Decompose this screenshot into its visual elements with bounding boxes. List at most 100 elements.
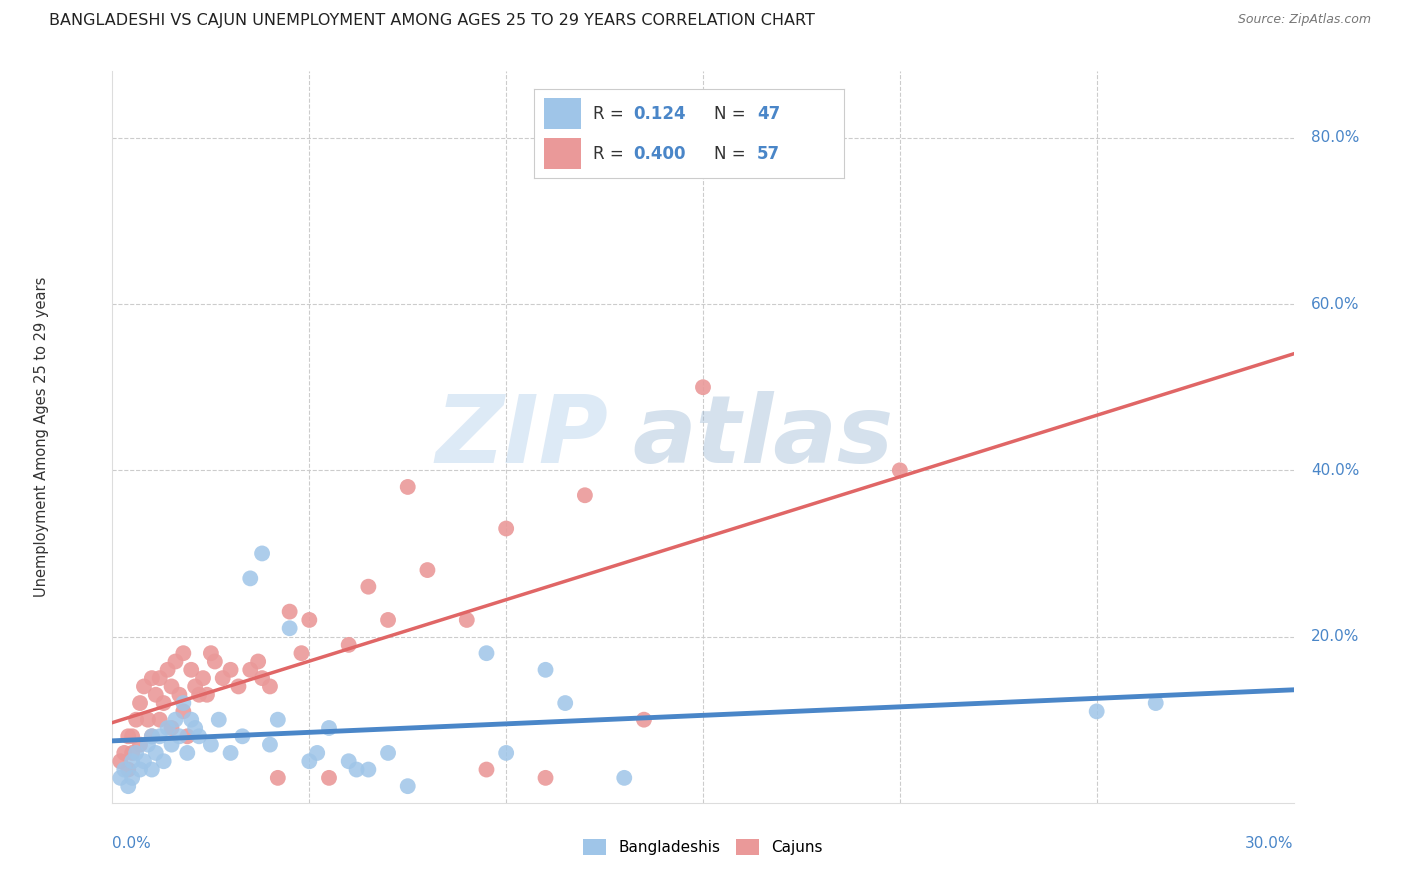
- Point: [307, 746, 329, 760]
- Point: [534, 771, 557, 785]
- Point: [239, 663, 262, 677]
- Point: [318, 771, 340, 785]
- Point: [121, 771, 143, 785]
- Point: [239, 571, 262, 585]
- Point: [129, 696, 152, 710]
- Point: [396, 779, 419, 793]
- Text: 20.0%: 20.0%: [1312, 629, 1360, 644]
- Point: [377, 613, 399, 627]
- Point: [149, 713, 172, 727]
- Point: [346, 763, 368, 777]
- Point: [112, 746, 135, 760]
- Point: [188, 729, 211, 743]
- Point: [633, 713, 655, 727]
- Text: N =: N =: [714, 104, 751, 123]
- Point: [318, 721, 340, 735]
- Point: [188, 688, 211, 702]
- Point: [141, 671, 163, 685]
- Text: 30.0%: 30.0%: [1246, 836, 1294, 851]
- Point: [889, 463, 911, 477]
- Point: [160, 721, 183, 735]
- Point: [156, 721, 179, 735]
- Point: [475, 763, 498, 777]
- Point: [267, 713, 290, 727]
- Point: [250, 671, 273, 685]
- Point: [145, 746, 167, 760]
- Point: [117, 729, 139, 743]
- Point: [259, 738, 281, 752]
- Point: [121, 729, 143, 743]
- Point: [160, 738, 183, 752]
- Point: [132, 754, 155, 768]
- Point: [129, 738, 152, 752]
- Point: [149, 671, 172, 685]
- Point: [208, 713, 231, 727]
- Point: [574, 488, 596, 502]
- Text: 57: 57: [756, 145, 780, 163]
- Point: [396, 480, 419, 494]
- Point: [136, 713, 159, 727]
- Point: [149, 729, 172, 743]
- Point: [125, 713, 148, 727]
- Point: [495, 746, 517, 760]
- Point: [110, 754, 132, 768]
- Point: [156, 663, 179, 677]
- Text: R =: R =: [593, 104, 628, 123]
- Point: [613, 771, 636, 785]
- Point: [172, 646, 194, 660]
- Point: [357, 580, 380, 594]
- Point: [298, 754, 321, 768]
- Point: [495, 521, 517, 535]
- Point: [160, 680, 183, 694]
- Point: [112, 763, 135, 777]
- Point: [129, 763, 152, 777]
- Text: ZIP: ZIP: [436, 391, 609, 483]
- Point: [117, 779, 139, 793]
- Point: [298, 613, 321, 627]
- Point: [169, 688, 191, 702]
- Point: [176, 729, 198, 743]
- Point: [117, 763, 139, 777]
- Point: [180, 663, 202, 677]
- Point: [267, 771, 290, 785]
- Point: [152, 754, 174, 768]
- Point: [692, 380, 714, 394]
- Point: [121, 754, 143, 768]
- Point: [278, 621, 301, 635]
- Point: [219, 746, 242, 760]
- Point: [195, 688, 218, 702]
- Point: [165, 713, 187, 727]
- Point: [1085, 705, 1108, 719]
- Point: [231, 729, 253, 743]
- Point: [211, 671, 233, 685]
- Point: [121, 746, 143, 760]
- Text: Source: ZipAtlas.com: Source: ZipAtlas.com: [1237, 13, 1371, 27]
- Point: [554, 696, 576, 710]
- Text: BANGLADESHI VS CAJUN UNEMPLOYMENT AMONG AGES 25 TO 29 YEARS CORRELATION CHART: BANGLADESHI VS CAJUN UNEMPLOYMENT AMONG …: [49, 13, 815, 29]
- Point: [475, 646, 498, 660]
- Text: 60.0%: 60.0%: [1312, 297, 1360, 311]
- Point: [250, 546, 273, 560]
- Point: [416, 563, 439, 577]
- Point: [152, 696, 174, 710]
- Point: [200, 646, 222, 660]
- Text: 80.0%: 80.0%: [1312, 130, 1360, 145]
- Point: [219, 663, 242, 677]
- Point: [136, 738, 159, 752]
- Point: [534, 663, 557, 677]
- Point: [172, 696, 194, 710]
- Point: [377, 746, 399, 760]
- Point: [165, 655, 187, 669]
- Point: [191, 671, 214, 685]
- Text: 47: 47: [756, 104, 780, 123]
- Point: [1144, 696, 1167, 710]
- Text: atlas: atlas: [633, 391, 893, 483]
- Point: [184, 680, 207, 694]
- Text: 0.400: 0.400: [633, 145, 686, 163]
- Legend: Bangladeshis, Cajuns: Bangladeshis, Cajuns: [578, 833, 828, 861]
- Text: 0.0%: 0.0%: [112, 836, 152, 851]
- Point: [204, 655, 226, 669]
- Point: [132, 680, 155, 694]
- Point: [278, 605, 301, 619]
- Point: [228, 680, 250, 694]
